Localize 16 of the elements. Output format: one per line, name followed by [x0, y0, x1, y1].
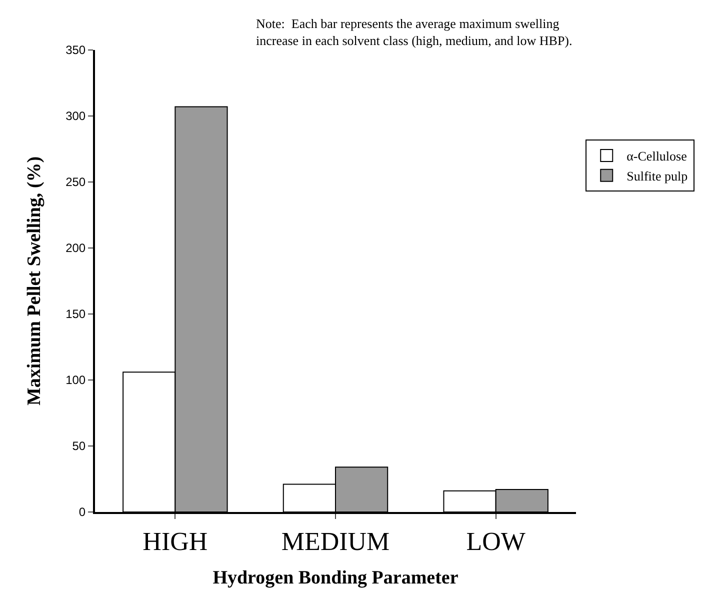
y-tick-label: 300: [66, 109, 86, 124]
x-tick-label: HIGH: [142, 527, 208, 556]
y-tick-label: 100: [66, 373, 86, 388]
x-tick-label: MEDIUM: [281, 527, 390, 556]
y-tick-label: 200: [66, 241, 86, 256]
text: Note: Each bar represents the average maximum swelling increase in each solvent class (high, medium, and low HBP).: [256, 16, 572, 48]
legend-label: α-Cellulose: [626, 148, 688, 164]
y-tick-label: 0: [78, 505, 86, 520]
y-tick-label: 50: [72, 439, 86, 454]
x-tick-label: LOW: [466, 527, 526, 556]
y-tick-label: 350: [66, 43, 86, 58]
y-axis-title: Maximum Pellet Swelling, (%): [24, 156, 45, 406]
legend-label: Sulfite pulp: [626, 168, 688, 184]
x-axis-title: Hydrogen Bonding Parameter: [212, 568, 459, 588]
y-tick-label: 250: [66, 175, 86, 190]
y-tick-label: 150: [66, 307, 86, 322]
